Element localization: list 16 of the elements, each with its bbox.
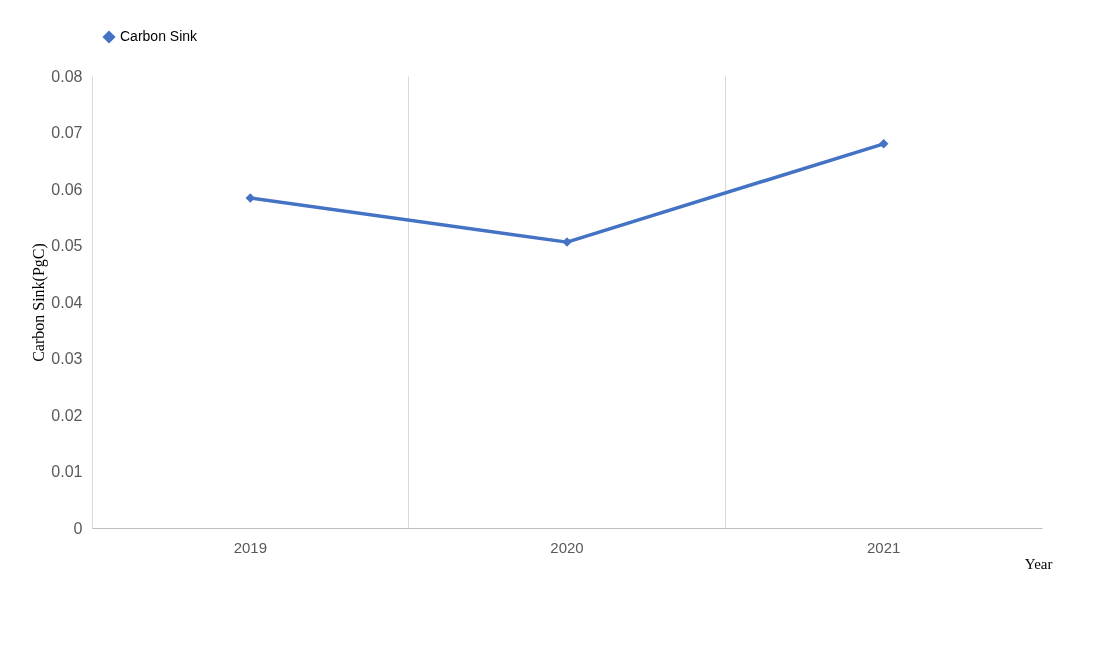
y-tick-label: 0.03 [51, 350, 83, 367]
y-tick-label: 0.01 [51, 463, 83, 480]
legend-label: Carbon Sink [120, 28, 199, 44]
y-tick-label: 0.04 [51, 293, 83, 311]
y-tick-label: 0.06 [51, 180, 83, 198]
y-tick-label: 0.07 [51, 124, 83, 141]
x-tick-label: 2021 [866, 538, 901, 556]
x-tick-label: 2019 [233, 538, 268, 556]
point [878, 139, 889, 149]
y-tick-label: 0.08 [51, 67, 83, 85]
x-axis-title: Year [1024, 555, 1053, 572]
y-tick-label: 0.05 [51, 237, 83, 254]
y-tick-label: 0 [73, 519, 83, 537]
y-tick-label: 0.02 [51, 406, 83, 424]
x-tick-label: 2020 [550, 538, 584, 556]
y-axis-title: Carbon Sink(PgC) [30, 243, 49, 362]
